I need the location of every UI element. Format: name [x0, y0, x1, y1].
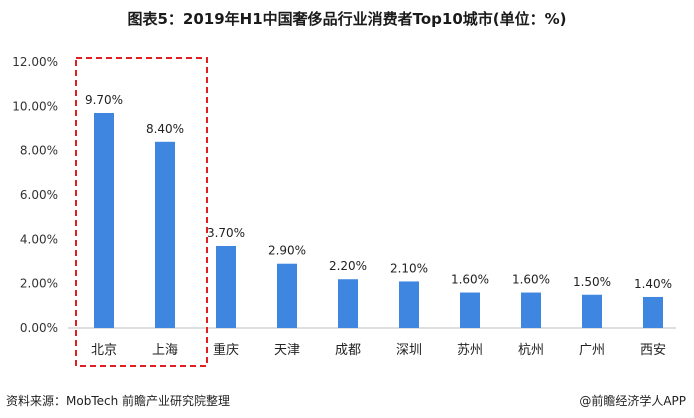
y-tick-label: 4.00% — [20, 232, 58, 246]
x-tick-label: 成都 — [335, 343, 361, 358]
data-label: 1.40% — [634, 277, 672, 291]
y-tick-label: 8.00% — [20, 144, 58, 158]
x-tick-label: 北京 — [91, 343, 117, 358]
bar — [399, 281, 419, 328]
x-tick-label: 广州 — [579, 343, 605, 358]
data-label: 2.20% — [329, 259, 367, 273]
x-tick-label: 上海 — [152, 343, 178, 358]
bar — [521, 292, 541, 328]
x-tick-label: 重庆 — [213, 342, 239, 358]
y-tick-label: 6.00% — [20, 188, 58, 202]
x-tick-label: 杭州 — [518, 343, 544, 358]
data-label: 9.70% — [85, 93, 123, 107]
bar — [277, 263, 297, 328]
bar — [338, 279, 358, 328]
data-label: 2.90% — [268, 244, 306, 258]
credit-note: @前瞻经济学人APP — [579, 394, 686, 408]
bar — [460, 292, 480, 328]
x-tick-label: 深圳 — [396, 343, 422, 358]
data-label: 1.60% — [451, 273, 489, 287]
highlight-box — [75, 57, 208, 367]
x-tick-label: 西安 — [640, 343, 666, 358]
bar — [582, 294, 602, 328]
chart-title: 图表5：2019年H1中国奢侈品行业消费者Top10城市(单位：%) — [127, 10, 567, 28]
bar — [216, 245, 236, 328]
bar — [155, 141, 175, 328]
y-tick-label: 2.00% — [20, 277, 58, 291]
data-label: 3.70% — [207, 226, 245, 240]
x-tick-label: 苏州 — [457, 342, 483, 358]
data-label: 8.40% — [146, 122, 184, 136]
data-label: 2.10% — [390, 261, 428, 275]
y-tick-label: 0.00% — [20, 321, 58, 335]
data-label: 1.60% — [512, 273, 550, 287]
bar — [643, 296, 663, 328]
x-tick-label: 天津 — [274, 343, 300, 358]
data-label: 1.50% — [573, 275, 611, 289]
y-tick-label: 10.00% — [12, 99, 58, 113]
source-note: 资料来源：MobTech 前瞻产业研究院整理 — [6, 394, 231, 408]
bar — [94, 112, 114, 328]
y-tick-label: 12.00% — [12, 55, 58, 69]
